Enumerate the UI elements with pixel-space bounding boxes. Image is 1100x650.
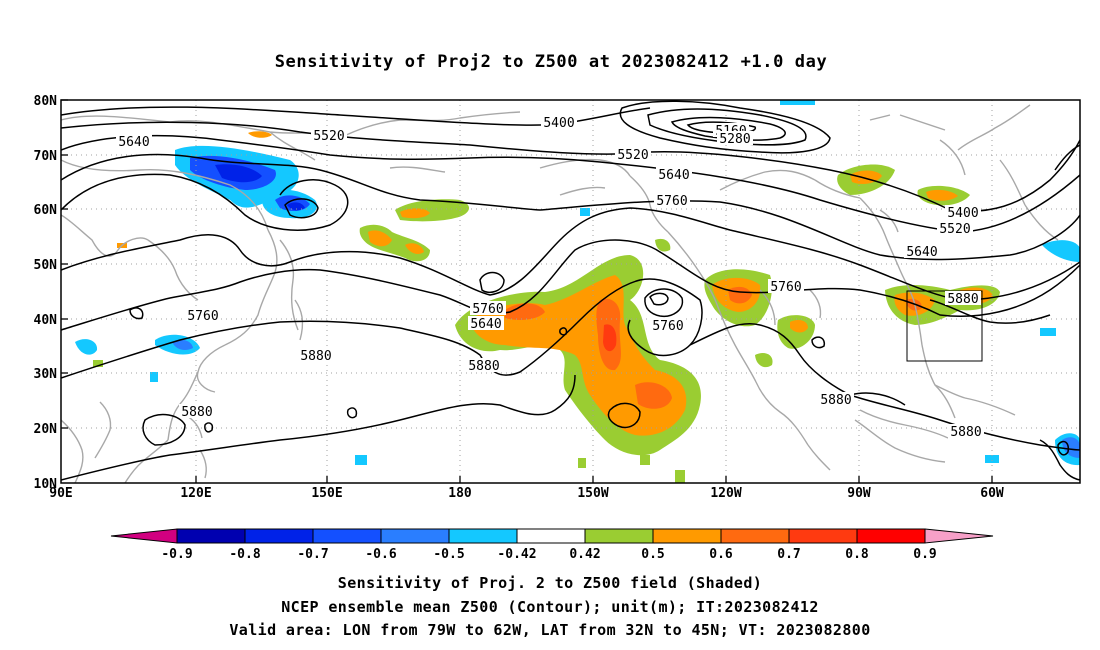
contour-label-bg [945,291,981,305]
contour-label-bg [904,244,940,258]
colorbar-swatch [312,528,382,544]
colorbar-label: 0.9 [913,547,936,562]
colorbar-swatch [856,528,926,544]
colorbar-label: 0.7 [777,547,800,562]
longitude-labels: 90E 120E 150E 180 150W 120W 90W 60W [49,486,1004,501]
contour-label: 5640 [470,317,501,332]
colorbar-label: -0.42 [497,547,536,562]
colorbar-swatch [720,528,790,544]
colorbar-swatch [788,528,858,544]
contour-label: 5880 [300,349,331,364]
contour-label: 5400 [947,206,978,221]
contour-label: 5640 [118,135,149,150]
colorbar-swatch [380,528,450,544]
colorbar-max-arrow [924,528,994,544]
lat-label: 60N [34,203,58,218]
contour-label-bg [937,221,973,235]
colorbar-swatch [652,528,722,544]
colorbar-swatch [516,528,586,544]
colorbar-label: 0.42 [569,547,600,562]
colorbar-swatch [448,528,518,544]
colorbar-label: -0.8 [229,547,260,562]
contour-label-bg [468,316,504,330]
lat-label: 30N [34,367,58,382]
contour-label: 5280 [719,132,750,147]
lat-label: 50N [34,258,58,273]
lat-label: 80N [34,94,58,109]
colorbar-swatch [244,528,314,544]
colorbar-swatch [584,528,654,544]
valid-area-box [906,290,983,362]
contour-label-bg [945,205,981,219]
contour-label: 5640 [658,168,689,183]
contour-label-bg [818,392,854,406]
contour-label: 5640 [906,245,937,260]
lon-label: 180 [448,486,472,501]
contour-label: 5880 [468,359,499,374]
caption-line-1: Sensitivity of Proj. 2 to Z500 field (Sh… [337,574,763,592]
contour-label: 5760 [472,302,503,317]
contour-label-bg [541,115,577,129]
colorbar-label: -0.7 [297,547,328,562]
contour-label: 5520 [313,129,344,144]
contour-label-bg [470,301,506,315]
latitude-labels: 80N 70N 60N 50N 40N 30N 20N 10N [34,94,58,492]
colorbar-label: 0.5 [641,547,664,562]
contour-label: 5520 [939,222,970,237]
colorbar-label: 0.8 [845,547,869,562]
contour-label: 5880 [181,405,212,420]
contour-label-bg [654,193,690,207]
colorbar: -0.9 -0.8 -0.7 -0.6 -0.5 -0.42 0.42 0.5 0.6 0.7 0.… [110,528,994,562]
colorbar-label: 0.6 [709,547,733,562]
lon-label: 60W [980,486,1004,501]
contour-label-bg [466,358,502,372]
contour-label: 5520 [617,148,648,163]
contour-label: 5880 [950,425,981,440]
contour-label-bg [311,128,347,142]
colorbar-label: -0.9 [161,547,192,562]
tick-marks [61,99,993,483]
sensitivity-shading [75,100,1080,483]
contour-label-bg [650,318,686,332]
lat-label: 70N [34,149,58,164]
contour-label: 5760 [652,319,683,334]
positive-region-kamchatka [359,224,430,262]
contour-label-bg [179,404,215,418]
map-frame [60,99,1081,484]
lon-label: 120E [180,486,211,501]
map-title: Sensitivity of Proj2 to Z500 at 20230824… [275,52,828,72]
contour-labels: 5640552054005160528055205640576054005520… [116,115,984,440]
z500-contours [61,100,1080,481]
lon-label: 150E [311,486,342,501]
colorbar-min-arrow [110,528,178,544]
lon-label: 150W [577,486,608,501]
contour-label-bg [298,348,334,362]
lat-label: 20N [34,422,58,437]
lon-label: 90E [49,486,72,501]
contour-label-bg [656,167,692,181]
contour-label: 5760 [770,280,801,295]
caption-line-3: Valid area: LON from 79W to 62W, LAT fro… [229,621,871,639]
contour-label: 5400 [543,116,574,131]
contour-label-bg [116,134,152,148]
contour-label: 5880 [947,292,978,307]
contour-label-bg [615,147,651,161]
contour-label: 5880 [820,393,851,408]
caption-line-2: NCEP ensemble mean Z500 (Contour); unit(… [281,598,819,616]
lat-label: 40N [34,313,58,328]
contour-label: 5760 [656,194,687,209]
lon-label: 120W [710,486,741,501]
lat-label: 10N [34,477,58,492]
contour-label-bg [717,131,753,145]
colorbar-swatch [176,528,246,544]
contour-label-bg [948,424,984,438]
colorbar-label: -0.6 [365,547,396,562]
contour-label-bg [768,279,804,293]
negative-region-pacific-west [75,339,98,355]
contour-label-bg [185,308,221,322]
colorbar-label: -0.5 [433,547,464,562]
contour-label: 5760 [187,309,218,324]
lon-label: 90W [847,486,871,501]
